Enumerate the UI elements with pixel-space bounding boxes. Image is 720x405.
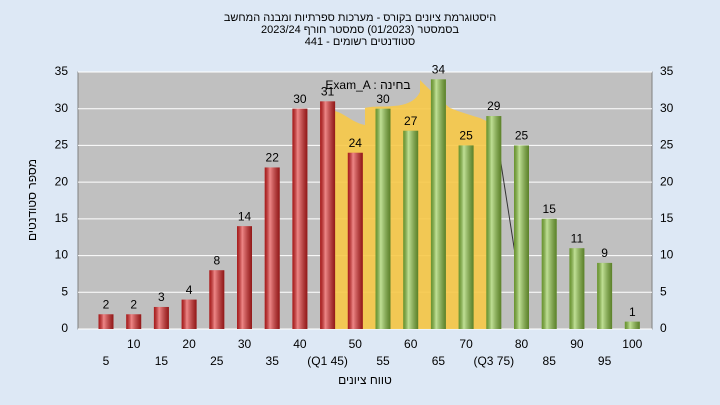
value-label: 2	[103, 297, 110, 311]
value-label: 11	[571, 231, 584, 245]
y-tick-label: 5	[61, 284, 68, 298]
value-label: 22	[266, 151, 280, 165]
value-label: 9	[601, 246, 608, 260]
x-tick-label: 100	[622, 337, 642, 351]
x-tick-label: 65	[432, 354, 446, 368]
y2-tick-label: 15	[660, 211, 674, 225]
x-tick-label: 25	[210, 354, 224, 368]
x-tick-label: 85	[543, 354, 557, 368]
bar-shading	[541, 218, 557, 329]
value-label: 24	[349, 136, 363, 150]
bar-shading	[292, 108, 308, 329]
value-label: 30	[376, 92, 390, 106]
bar-shading	[209, 270, 225, 329]
value-label: 30	[293, 92, 307, 106]
x-tick-label: 40	[293, 337, 307, 351]
bar-shading	[514, 145, 529, 329]
value-label: 3	[158, 290, 165, 304]
x-tick-label: 60	[404, 337, 418, 351]
y-tick-label: 15	[55, 211, 69, 225]
y2-tick-label: 10	[660, 248, 674, 262]
chart-subtitle: בסמסטר (01/2023) סמסטר חורף 2023/24	[261, 24, 459, 36]
bar-shading	[181, 299, 197, 329]
y2-tick-label: 20	[660, 174, 674, 188]
x-tick-label: (Q3 75)	[473, 354, 514, 368]
x-axis-label: טווח ציונים	[338, 373, 392, 387]
value-label: 34	[432, 63, 446, 77]
bar-shading	[430, 79, 446, 329]
value-label: 8	[213, 253, 220, 267]
bar-shading	[98, 314, 114, 329]
y-tick-label: 20	[55, 174, 69, 188]
x-tick-label: 10	[127, 337, 141, 351]
bar-shading	[237, 226, 252, 329]
value-label: 27	[404, 114, 418, 128]
x-tick-label: 50	[349, 337, 363, 351]
x-tick-label: 15	[155, 354, 169, 368]
x-tick-label: 80	[515, 337, 529, 351]
y-tick-label: 25	[55, 138, 69, 152]
bar-shading	[569, 248, 585, 329]
value-label: 29	[487, 99, 501, 113]
x-tick-label: 70	[459, 337, 473, 351]
value-label: 25	[459, 129, 473, 143]
value-label: 4	[186, 283, 193, 297]
y2-tick-label: 25	[660, 138, 674, 152]
x-tick-label: 35	[266, 354, 280, 368]
x-tick-label: 20	[182, 337, 196, 351]
bar-shading	[597, 262, 613, 329]
bar-shading	[486, 116, 502, 329]
y2-tick-label: 35	[660, 64, 674, 78]
annotation: Exam_A : בחינה	[325, 78, 410, 92]
bar-shading	[375, 108, 391, 329]
value-label: 31	[321, 85, 335, 99]
x-tick-label: (Q1 45)	[307, 354, 348, 368]
chart-subtitle: סטודנטים רשומים - 441	[305, 36, 416, 48]
x-tick-label: 55	[376, 354, 390, 368]
y-tick-label: 30	[55, 101, 69, 115]
value-label: 1	[629, 305, 636, 319]
value-label: 2	[130, 297, 137, 311]
bar-shading	[320, 101, 336, 329]
x-tick-label: 5	[103, 354, 110, 368]
chart-title: היסטוגרמת ציונים בקורס - מערכות ספרתיות …	[224, 12, 496, 24]
y-axis-label: מספר סטודנטים	[25, 159, 39, 241]
x-tick-label: 30	[238, 337, 252, 351]
bar-shading	[264, 167, 280, 329]
x-tick-label: 95	[598, 354, 612, 368]
x-tick-label: 90	[570, 337, 584, 351]
bar-shading	[624, 321, 640, 329]
y2-tick-label: 30	[660, 101, 674, 115]
y-tick-label: 35	[55, 64, 69, 78]
value-label: 14	[238, 209, 252, 223]
y2-tick-label: 5	[660, 284, 667, 298]
bar-shading	[126, 314, 142, 329]
value-label: 25	[515, 129, 529, 143]
bar-shading	[458, 145, 474, 329]
bar-shading	[347, 152, 363, 329]
bar-shading	[403, 130, 419, 329]
y-tick-label: 10	[55, 248, 69, 262]
y-tick-label: 0	[61, 321, 68, 335]
bar-shading	[153, 306, 169, 329]
y2-tick-label: 0	[660, 321, 667, 335]
value-label: 15	[543, 202, 557, 216]
